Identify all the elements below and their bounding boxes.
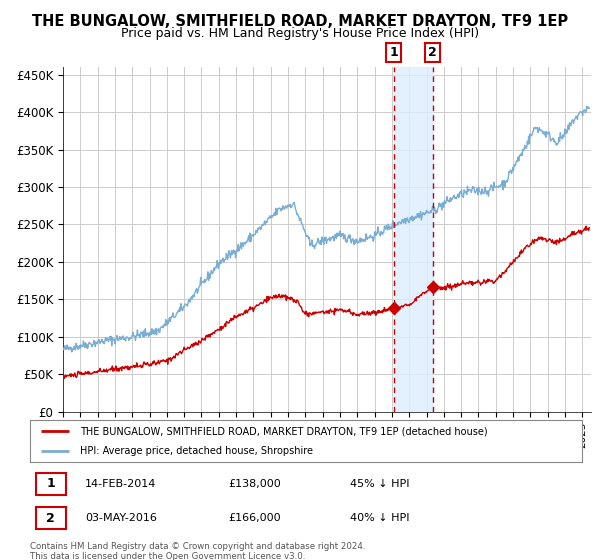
Text: THE BUNGALOW, SMITHFIELD ROAD, MARKET DRAYTON, TF9 1EP: THE BUNGALOW, SMITHFIELD ROAD, MARKET DR… (32, 14, 568, 29)
Text: £166,000: £166,000 (229, 513, 281, 523)
Text: 45% ↓ HPI: 45% ↓ HPI (350, 479, 410, 489)
FancyBboxPatch shape (35, 507, 66, 529)
Text: Price paid vs. HM Land Registry's House Price Index (HPI): Price paid vs. HM Land Registry's House … (121, 27, 479, 40)
Text: £138,000: £138,000 (229, 479, 281, 489)
Text: THE BUNGALOW, SMITHFIELD ROAD, MARKET DRAYTON, TF9 1EP (detached house): THE BUNGALOW, SMITHFIELD ROAD, MARKET DR… (80, 426, 487, 436)
Text: 2: 2 (428, 46, 437, 59)
Text: 03-MAY-2016: 03-MAY-2016 (85, 513, 157, 523)
Text: 14-FEB-2014: 14-FEB-2014 (85, 479, 157, 489)
Text: HPI: Average price, detached house, Shropshire: HPI: Average price, detached house, Shro… (80, 446, 313, 456)
Text: 1: 1 (46, 477, 55, 490)
Text: Contains HM Land Registry data © Crown copyright and database right 2024.
This d: Contains HM Land Registry data © Crown c… (30, 542, 365, 560)
Text: 40% ↓ HPI: 40% ↓ HPI (350, 513, 410, 523)
Text: 2: 2 (46, 511, 55, 525)
Text: 1: 1 (389, 46, 398, 59)
FancyBboxPatch shape (35, 473, 66, 495)
Bar (394, 67, 433, 412)
